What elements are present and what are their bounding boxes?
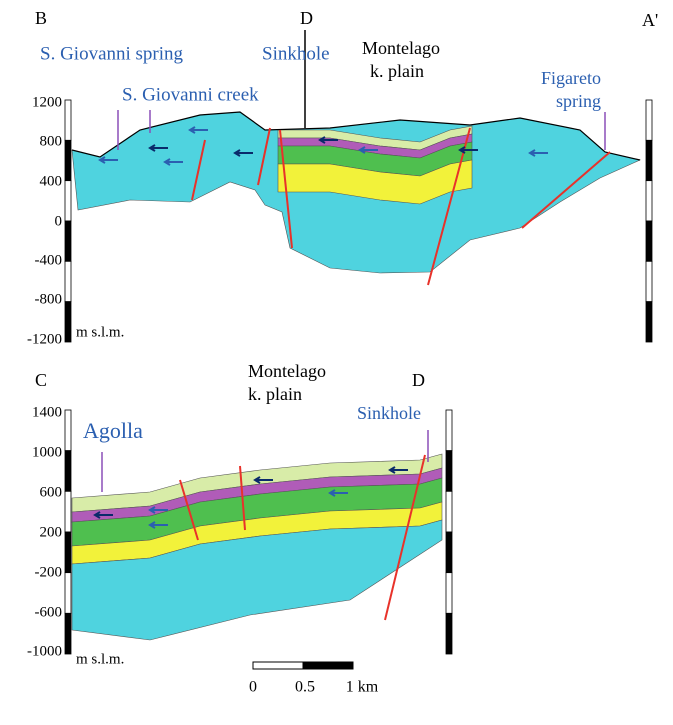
scale-label: 0.5	[295, 679, 315, 696]
scale-column	[446, 410, 452, 451]
axis-label: -800	[35, 291, 63, 307]
scale-column	[446, 613, 452, 654]
axis-label: 1000	[32, 444, 62, 460]
scale-column	[446, 491, 452, 532]
axis-label: -1200	[27, 331, 62, 347]
scale-column	[65, 221, 71, 261]
scale-column	[65, 302, 71, 342]
label: S. Giovanni spring	[40, 43, 184, 64]
axis-label: 400	[40, 173, 63, 189]
axis-label: -200	[35, 564, 63, 580]
axis-label: 800	[40, 133, 63, 149]
scale-column	[65, 410, 71, 451]
axis-label: 0	[55, 213, 63, 229]
scale-bar	[303, 662, 353, 669]
corner-label: C	[35, 370, 47, 390]
label: S. Giovanni creek	[122, 84, 259, 105]
label: k. plain	[248, 384, 302, 404]
corner-label: B	[35, 8, 47, 28]
unit: m s.l.m.	[76, 651, 124, 667]
scale-label: 0	[249, 679, 257, 696]
scale-column	[446, 451, 452, 492]
scale-column	[65, 613, 71, 654]
corner-label: D	[300, 8, 313, 28]
axis-label: 1200	[32, 94, 62, 110]
axis-label: -400	[35, 252, 63, 268]
scale-column	[646, 261, 652, 301]
label: spring	[556, 91, 601, 111]
corner-label: D	[412, 370, 425, 390]
axis-label: -600	[35, 604, 63, 620]
scale-column	[65, 532, 71, 573]
scale-column	[446, 573, 452, 614]
scale-column	[646, 100, 652, 140]
scale-column	[65, 261, 71, 301]
scale-column	[646, 302, 652, 342]
label: Montelago	[362, 38, 440, 58]
scale-column	[65, 181, 71, 221]
scale-column	[65, 140, 71, 180]
scale-column	[65, 573, 71, 614]
label: Montelago	[248, 361, 326, 381]
axis-label: 200	[40, 524, 63, 540]
scale-column	[65, 491, 71, 532]
scale-label: 1 km	[346, 679, 379, 696]
scale-bar	[253, 662, 303, 669]
unit: m s.l.m.	[76, 324, 124, 340]
label: k. plain	[370, 61, 424, 81]
axis-label: -1000	[27, 643, 62, 659]
label: Figareto	[541, 68, 601, 88]
scale-column	[646, 221, 652, 261]
scale-column	[646, 181, 652, 221]
label: Sinkhole	[357, 403, 421, 423]
cross-sections: B D A' S. Giovanni spring S. Giovanni cr…	[0, 0, 673, 725]
label: Sinkhole	[262, 43, 330, 64]
scale-column	[65, 100, 71, 140]
axis-label: 1400	[32, 404, 62, 420]
scale-column	[646, 140, 652, 180]
scale-column	[446, 532, 452, 573]
geology	[65, 30, 652, 654]
scale-column	[65, 451, 71, 492]
axis-label: 600	[40, 484, 63, 500]
label: Agolla	[83, 418, 143, 443]
corner-label: A'	[642, 10, 658, 30]
